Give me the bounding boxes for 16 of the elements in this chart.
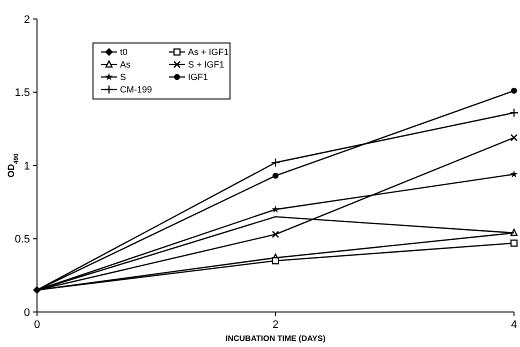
y-tick-label: 0 (24, 306, 30, 319)
legend-label: S (120, 72, 126, 82)
y-tick-label: 2 (24, 14, 30, 26)
x-axis-title: INCUBATION TIME (DAYS) (226, 334, 326, 343)
legend-label: IGF1 (188, 72, 208, 82)
y-tick-label: 0.5 (14, 234, 30, 246)
legend-label: As (120, 60, 132, 70)
legend-label: CM-199 (120, 84, 152, 95)
x-tick-label: 4 (510, 319, 518, 331)
y-tick-label: 1 (24, 160, 30, 172)
x-tick-label: 2 (272, 319, 279, 331)
legend-label: S + IGF1 (188, 60, 224, 70)
x-tick-label: 0 (34, 319, 40, 331)
legend-label: As + IGF1 (188, 47, 229, 58)
y-tick-label: 1.5 (14, 87, 30, 100)
legend-label: t0 (120, 47, 128, 58)
